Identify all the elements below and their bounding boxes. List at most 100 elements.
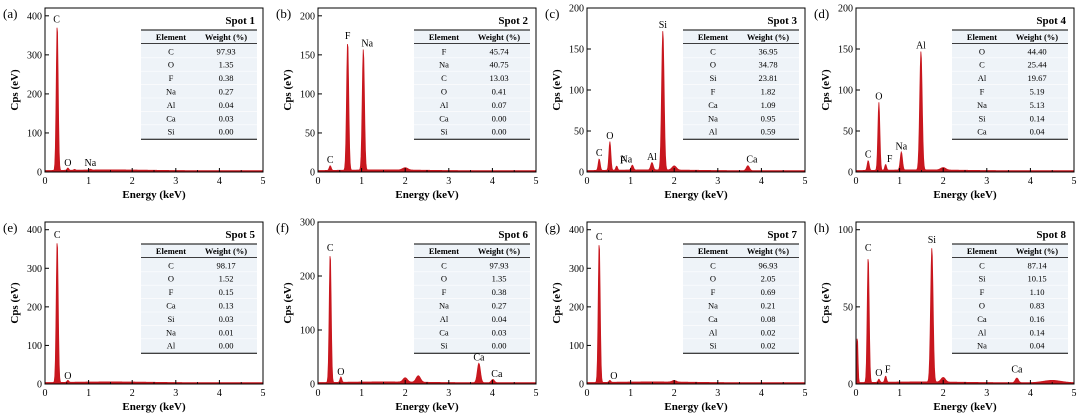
peak-label: F: [885, 365, 891, 376]
peak-label: O: [64, 371, 71, 382]
table-cell-element: C: [168, 46, 174, 56]
y-tick-label: 100: [27, 128, 42, 139]
panel-label: (d): [814, 6, 829, 21]
table-header-element: Element: [698, 32, 728, 42]
x-axis-label: Energy (keV): [395, 401, 459, 413]
x-tick-label: 1: [86, 388, 91, 399]
x-tick-label: 0: [585, 176, 590, 187]
table-cell-element: Si: [709, 73, 717, 83]
y-tick-label: 200: [27, 89, 42, 100]
table-cell-weight: 0.69: [761, 287, 776, 297]
panel-label: (h): [814, 220, 829, 235]
x-tick-label: 2: [130, 176, 135, 187]
table-cell-element: F: [442, 46, 447, 56]
peak-label: O: [337, 367, 344, 378]
x-tick-label: 2: [403, 176, 408, 187]
table-cell-element: F: [980, 287, 985, 297]
table-cell-weight: 23.81: [758, 73, 777, 83]
x-tick-label: 0: [43, 388, 48, 399]
x-tick-label: 5: [1072, 176, 1077, 187]
x-tick-label: 4: [490, 176, 495, 187]
y-tick-label: 400: [27, 11, 42, 22]
peak-label: F: [887, 154, 893, 165]
x-tick-label: 2: [941, 388, 946, 399]
y-axis-label: Cps (eV): [551, 69, 563, 111]
x-tick-label: 1: [86, 176, 91, 187]
peak-label: C: [596, 148, 603, 159]
table-cell-element: Al: [167, 100, 176, 110]
x-tick-label: 4: [1028, 176, 1033, 187]
table-cell-element: O: [979, 301, 985, 311]
table-cell-weight: 0.04: [1030, 341, 1046, 351]
composition-table: Element Weight (%) C 98.17 O 1.52 F 0.15 Ca 0.13 S…: [141, 243, 257, 354]
peak-label: C: [596, 232, 603, 243]
x-tick-label: 4: [217, 176, 222, 187]
y-tick-label: 0: [310, 380, 315, 391]
x-axis-label: Energy (keV): [395, 189, 459, 201]
table-cell-weight: 97.93: [216, 46, 235, 56]
table-cell-element: C: [441, 73, 447, 83]
x-axis-label: Energy (keV): [122, 189, 186, 201]
table-cell-element: Al: [440, 100, 449, 110]
y-tick-label: 400: [569, 225, 584, 236]
table-cell-weight: 87.14: [1027, 260, 1047, 270]
peak-label: Na: [896, 142, 908, 153]
table-cell-weight: 0.03: [219, 113, 234, 123]
table-cell-weight: 0.38: [492, 287, 507, 297]
peak-label: Al: [916, 41, 926, 52]
x-tick-label: 0: [585, 388, 590, 399]
y-tick-label: 0: [310, 168, 315, 179]
x-tick-label: 2: [941, 176, 946, 187]
table-cell-element: Ca: [708, 314, 718, 324]
table-cell-element: O: [710, 274, 716, 284]
x-tick-label: 0: [854, 388, 859, 399]
table-cell-weight: 1.09: [761, 100, 776, 110]
table-cell-element: C: [979, 60, 985, 70]
table-cell-weight: 0.08: [761, 314, 776, 324]
y-tick-label: 200: [27, 302, 42, 313]
y-tick-label: 0: [37, 380, 42, 391]
x-tick-label: 3: [446, 388, 451, 399]
table-cell-weight: 98.17: [216, 260, 235, 270]
x-tick-label: 3: [173, 176, 178, 187]
x-tick-label: 0: [43, 176, 48, 187]
x-tick-label: 3: [715, 388, 720, 399]
table-cell-element: Al: [440, 314, 449, 324]
x-tick-label: 5: [803, 176, 808, 187]
y-tick-label: 50: [574, 127, 584, 138]
x-tick-label: 2: [672, 388, 677, 399]
table-cell-weight: 10.15: [1027, 274, 1046, 284]
x-tick-label: 3: [715, 176, 720, 187]
peak-label: Na: [621, 155, 633, 166]
x-tick-label: 0: [316, 176, 321, 187]
table-cell-weight: 0.41: [492, 87, 507, 97]
peak-label: C: [53, 14, 60, 25]
x-tick-label: 0: [854, 176, 859, 187]
table-cell-weight: 0.04: [492, 314, 508, 324]
table-cell-element: Na: [166, 327, 176, 337]
composition-table: Element Weight (%) C 36.95 O 34.78 Si 23.81 F 1.8…: [683, 29, 799, 140]
table-cell-weight: 0.27: [219, 87, 234, 97]
table-cell-weight: 0.02: [761, 327, 776, 337]
x-tick-label: 4: [217, 388, 222, 399]
panel-title: Spot 6: [498, 229, 528, 241]
table-cell-weight: 19.67: [1027, 73, 1046, 83]
table-cell-element: C: [710, 260, 716, 270]
table-cell-weight: 5.13: [1030, 100, 1045, 110]
x-tick-label: 5: [534, 176, 539, 187]
table-cell-element: O: [168, 274, 174, 284]
panel-label: (c): [545, 6, 559, 21]
y-tick-label: 100: [27, 341, 42, 352]
y-tick-label: 300: [569, 264, 584, 275]
y-tick-label: 100: [569, 86, 584, 97]
table-cell-element: F: [169, 287, 174, 297]
table-cell-weight: 0.03: [492, 327, 507, 337]
table-cell-weight: 0.14: [1030, 113, 1046, 123]
table-cell-element: Si: [167, 127, 175, 137]
table-cell-element: Al: [167, 341, 176, 351]
panel-label: (f): [276, 220, 289, 235]
table-cell-element: C: [168, 260, 174, 270]
table-cell-weight: 0.16: [1030, 314, 1045, 324]
